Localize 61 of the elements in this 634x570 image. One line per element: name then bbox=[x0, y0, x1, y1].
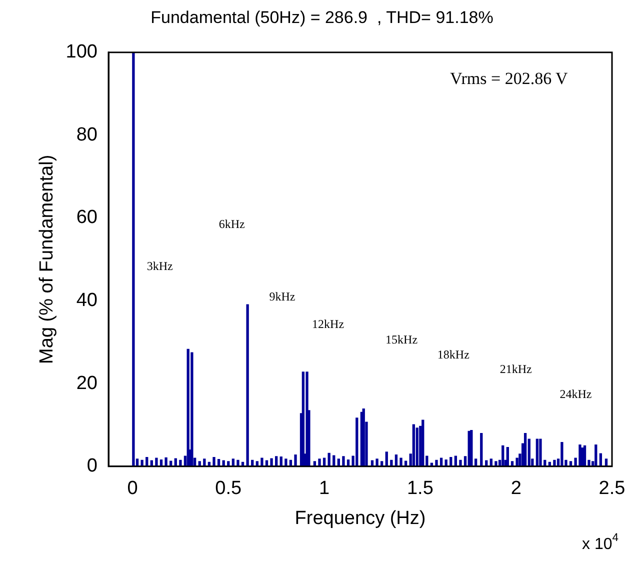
bar bbox=[270, 458, 273, 466]
x-tick-label: 2 bbox=[510, 478, 522, 500]
bar bbox=[412, 424, 415, 466]
annotation: Vrms = 202.86 V bbox=[450, 68, 569, 88]
bar bbox=[435, 460, 438, 466]
x-tick-label: 0.5 bbox=[215, 478, 242, 500]
bar bbox=[164, 457, 168, 466]
bar bbox=[539, 438, 542, 466]
annotation: 6kHz bbox=[218, 216, 245, 231]
annotation: 21kHz bbox=[500, 362, 532, 376]
y-tick-label: 60 bbox=[76, 207, 98, 228]
bar bbox=[376, 458, 378, 466]
bar bbox=[524, 432, 527, 466]
annotation: 18kHz bbox=[437, 348, 470, 362]
bar bbox=[362, 408, 365, 466]
bar bbox=[516, 458, 518, 466]
bar bbox=[594, 444, 598, 466]
bar bbox=[294, 454, 297, 466]
bar bbox=[284, 458, 288, 466]
bar bbox=[459, 460, 462, 466]
bar bbox=[260, 458, 264, 466]
annotation: 24kHz bbox=[560, 386, 592, 401]
y-tick-label: 40 bbox=[76, 290, 98, 312]
bar bbox=[302, 372, 305, 466]
annotation: 3kHz bbox=[146, 259, 173, 274]
bar bbox=[400, 458, 402, 466]
y-tick-label: 20 bbox=[76, 372, 98, 394]
y-tick-label: 80 bbox=[76, 124, 98, 146]
bar bbox=[560, 442, 564, 466]
y-axis-title: Mag (% of Fundamental) bbox=[36, 154, 58, 364]
bar bbox=[506, 447, 509, 466]
bar bbox=[536, 438, 539, 466]
y-tick-label: 0 bbox=[86, 456, 98, 477]
bar bbox=[212, 456, 216, 466]
chart-title: Fundamental (50Hz) = 286.9 , THD= 91.18% bbox=[150, 8, 494, 27]
bar bbox=[553, 460, 556, 466]
annotation: 15kHz bbox=[386, 332, 418, 347]
bar bbox=[494, 461, 498, 466]
annotation: 9kHz bbox=[269, 290, 296, 304]
bar bbox=[416, 428, 418, 466]
bar bbox=[422, 420, 424, 466]
bar bbox=[342, 456, 345, 466]
bar bbox=[470, 430, 473, 466]
x-tick-label: 0 bbox=[127, 478, 138, 500]
bar bbox=[179, 460, 182, 466]
bar bbox=[190, 352, 194, 466]
annotation: 12kHz bbox=[312, 316, 344, 331]
bar bbox=[480, 432, 483, 466]
x-tick-label: 1 bbox=[318, 478, 330, 500]
bar bbox=[140, 460, 144, 466]
bar bbox=[246, 304, 249, 466]
bar bbox=[236, 460, 240, 466]
x-tick-label: 2.5 bbox=[598, 478, 626, 500]
bar bbox=[356, 418, 358, 466]
bar bbox=[318, 458, 321, 466]
bar bbox=[132, 52, 135, 466]
x-tick-label: 1.5 bbox=[406, 478, 434, 500]
x-axis-title: Frequency (Hz) bbox=[294, 508, 426, 529]
bar bbox=[155, 458, 158, 466]
y-tick-label: 100 bbox=[66, 42, 98, 63]
bar bbox=[306, 372, 308, 466]
